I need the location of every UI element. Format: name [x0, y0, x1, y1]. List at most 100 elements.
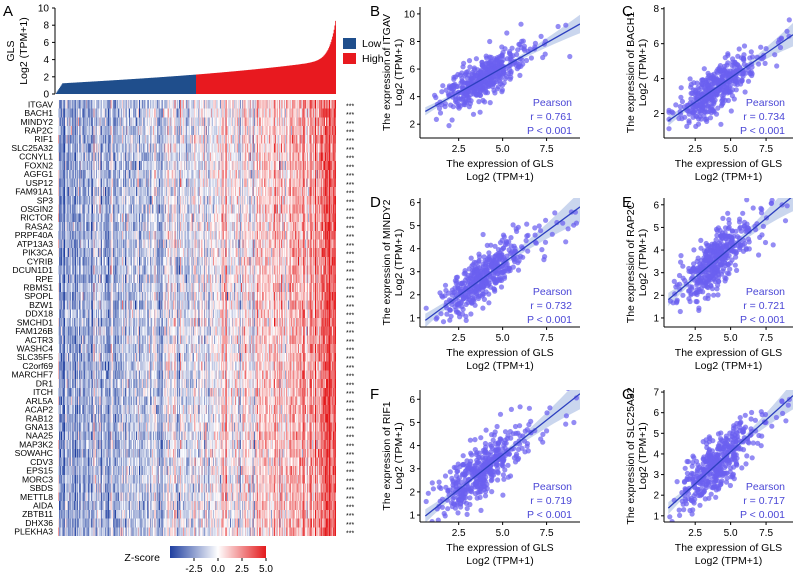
gene-label-ddx18: DDX18 [25, 309, 53, 319]
scatter-point [478, 489, 484, 495]
scatter-point [780, 410, 786, 416]
y-axis-label-line2: Log2 (TPM+1) [637, 39, 649, 106]
gls-ytick-label: 0 [43, 90, 49, 101]
scatter-point [682, 277, 688, 284]
gls-ytick-label: 4 [43, 55, 49, 66]
scatter-point [695, 255, 701, 261]
scatter-point [543, 217, 549, 223]
gls-expression-bar: 0 2 4 6 8 10 GLS Log2 (TPM+1) Low High [5, 4, 384, 101]
plot-area [423, 390, 580, 522]
scatter-point [696, 307, 702, 313]
significance-foxn2: *** [346, 164, 354, 171]
x-axis-label-line2: Log2 (TPM+1) [466, 555, 533, 567]
scatter-point [727, 482, 734, 489]
significance-plekha3: *** [346, 531, 354, 538]
y-tick-label: 1 [409, 511, 415, 522]
scatter-point [694, 282, 700, 288]
scatter-point [437, 110, 444, 116]
scatter-point [482, 440, 488, 447]
scatter-point [459, 70, 465, 76]
scatter-point [501, 456, 507, 462]
scatter-point [540, 439, 546, 445]
scatter-point [523, 238, 529, 244]
scatter-point [440, 83, 446, 89]
scatter-point [501, 80, 507, 86]
gene-label-bzw1: BZW1 [29, 300, 53, 310]
scatter-point [479, 270, 485, 276]
scatter-point [472, 276, 478, 282]
scatter-point [464, 511, 470, 517]
plot-area [666, 17, 793, 132]
scatter-point [457, 464, 463, 470]
x-tick-label: 2.5 [688, 333, 702, 344]
scatter-point [676, 272, 683, 279]
scatter-point [720, 452, 726, 458]
legend-high-label: High [362, 53, 384, 65]
scatter-point [734, 234, 741, 240]
scatter-point [448, 102, 454, 108]
scatter-point [714, 232, 720, 238]
y-axis-label-line2: Log2 (TPM+1) [393, 422, 405, 489]
scatter-point [725, 210, 731, 216]
y-axis-label-line1: The expression of MINDY2 [381, 199, 393, 325]
gene-label-itgav: ITGAV [28, 99, 53, 109]
y-axis-label-line1: The expression of RAP2C [625, 201, 637, 323]
scatter-point [478, 485, 484, 491]
scatter-point [739, 77, 745, 83]
y-tick-label: 7 [653, 388, 659, 399]
gls-y-ticks: 0 2 4 6 8 10 [38, 4, 55, 101]
scatter-point [444, 311, 450, 317]
y-tick-label: 4 [653, 74, 659, 85]
scatter-point [693, 113, 699, 119]
scatter-point [742, 89, 748, 95]
x-axis-label-line1: The expression of GLS [675, 542, 782, 554]
colorbar-tick-label: 5.0 [259, 564, 273, 573]
scatter-point [481, 463, 487, 469]
significance-rpe: *** [346, 278, 354, 285]
stat-method: Pearson [533, 481, 572, 493]
scatter-point [542, 51, 548, 57]
scatter-point [497, 240, 504, 246]
gene-label-cdv3: CDV3 [30, 457, 53, 467]
stat-r-value: r = 0.717 [743, 495, 785, 507]
significance-atp13a3: *** [346, 243, 354, 250]
scatter-point [470, 111, 477, 117]
scatter-point [487, 38, 493, 45]
scatter-point [446, 290, 452, 296]
gene-label-dhx36: DHX36 [25, 518, 53, 528]
scatter-point [524, 427, 530, 433]
scatter-point [677, 308, 683, 315]
y-axis-label-line1: The expression of BACH1 [625, 12, 637, 134]
scatter-point [471, 272, 477, 279]
significance-arl5a: *** [346, 400, 354, 407]
scatter-point [715, 431, 722, 437]
significance-c2orf69: *** [346, 365, 354, 372]
scatter-point [747, 55, 753, 61]
y-tick-label: 5 [653, 223, 659, 234]
scatter-point [740, 427, 746, 433]
scatter-point [717, 440, 723, 446]
scatter-point [482, 493, 489, 499]
regression-line [667, 34, 793, 122]
regression-line [667, 198, 792, 301]
scatter-point [743, 461, 749, 467]
y-tick-label: 2 [653, 109, 659, 120]
scatter-point [489, 66, 495, 72]
scatter-point [745, 78, 752, 84]
scatter-point [747, 70, 753, 76]
plot-area [667, 198, 793, 315]
colorbar-tick-label: -2.5 [185, 564, 203, 573]
scatter-point [504, 30, 510, 36]
scatter-point [439, 504, 445, 510]
stat-r-value: r = 0.719 [530, 495, 572, 507]
gene-label-marchf7: MARCHF7 [11, 370, 53, 380]
significance-rap2c: *** [346, 130, 354, 137]
scatter-point [497, 411, 504, 417]
scatter-point [470, 295, 476, 301]
scatter-point [440, 319, 447, 325]
y-tick-label: 5 [409, 221, 415, 232]
scatter-point [737, 216, 743, 222]
scatter-point [555, 23, 561, 30]
scatter-point [777, 44, 784, 51]
